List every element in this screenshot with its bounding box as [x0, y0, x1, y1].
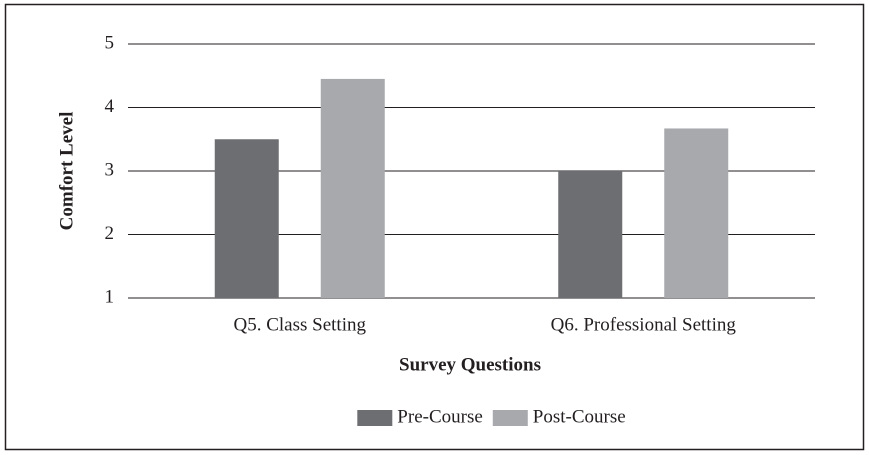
legend-swatch — [492, 410, 528, 426]
legend-label: Post-Course — [533, 406, 626, 427]
bar — [558, 171, 623, 298]
x-axis-label: Survey Questions — [399, 354, 541, 375]
x-tick-label: Q5. Class Setting — [234, 314, 367, 335]
frame — [4, 3, 865, 451]
bar — [320, 78, 385, 298]
bar — [214, 139, 279, 298]
y-tick-label: 2 — [105, 223, 115, 244]
y-tick-label: 3 — [105, 159, 115, 180]
x-tick-label: Q6. Professional Setting — [551, 314, 737, 335]
y-axis-label: Comfort Level — [56, 112, 77, 231]
y-tick-label: 4 — [105, 96, 115, 117]
y-tick-label: 1 — [105, 286, 115, 307]
legend-swatch — [357, 410, 393, 426]
bar — [664, 128, 729, 298]
y-tick-label: 5 — [105, 32, 115, 53]
legend-label: Pre-Course — [397, 406, 482, 427]
